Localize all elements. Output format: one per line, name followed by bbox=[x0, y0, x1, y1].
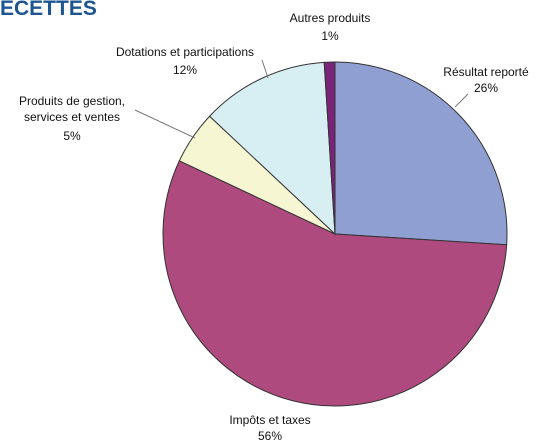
slice-label: Résultat reporté bbox=[443, 65, 529, 79]
chart-title: ECETTES bbox=[0, 0, 97, 20]
slice-label: Dotations et participations bbox=[116, 45, 254, 59]
leader-line bbox=[134, 109, 196, 139]
slice-value-label: 56% bbox=[258, 429, 282, 443]
slice-label: Impôts et taxes bbox=[229, 413, 310, 427]
slice-label: Autres produits bbox=[290, 11, 371, 25]
slice-value-label: 12% bbox=[173, 63, 197, 77]
pie-slice bbox=[334, 61, 508, 246]
slice-label: Produits de gestion, services et ventes bbox=[19, 94, 125, 124]
pie-slice bbox=[208, 61, 336, 236]
slice-value-label: 1% bbox=[321, 29, 339, 43]
leader-line bbox=[261, 59, 269, 79]
leader-line bbox=[454, 93, 469, 108]
pie-slice bbox=[323, 61, 336, 235]
slice-value-label: 26% bbox=[474, 81, 498, 95]
pie-slice bbox=[162, 160, 508, 407]
slice-value-label: 5% bbox=[63, 129, 81, 143]
